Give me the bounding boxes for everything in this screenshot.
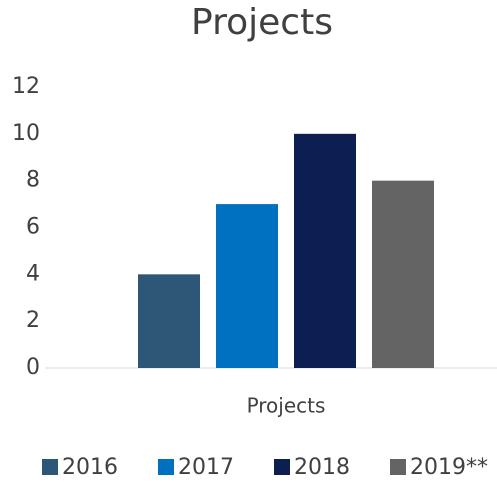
y-tick-label: 0 xyxy=(26,355,40,380)
y-tick-label: 2 xyxy=(26,308,40,333)
x-tick-label: Projects xyxy=(247,394,326,418)
y-tick-label: 10 xyxy=(12,121,40,146)
bar xyxy=(372,180,434,368)
y-tick-label: 8 xyxy=(26,168,40,193)
legend-swatch xyxy=(274,459,290,475)
legend-swatch xyxy=(42,459,58,475)
y-tick-label: 6 xyxy=(26,215,40,240)
legend-label: 2019** xyxy=(410,455,488,480)
legend-label: 2018 xyxy=(294,455,350,480)
y-tick-label: 4 xyxy=(26,261,40,286)
legend-swatch xyxy=(390,459,406,475)
legend-swatch xyxy=(158,459,174,475)
chart-title: Projects xyxy=(191,2,333,43)
bar xyxy=(216,204,278,368)
bar xyxy=(294,133,356,368)
bar xyxy=(138,274,200,368)
legend-label: 2016 xyxy=(62,455,118,480)
legend-label: 2017 xyxy=(178,455,234,480)
y-tick-label: 12 xyxy=(12,74,40,99)
